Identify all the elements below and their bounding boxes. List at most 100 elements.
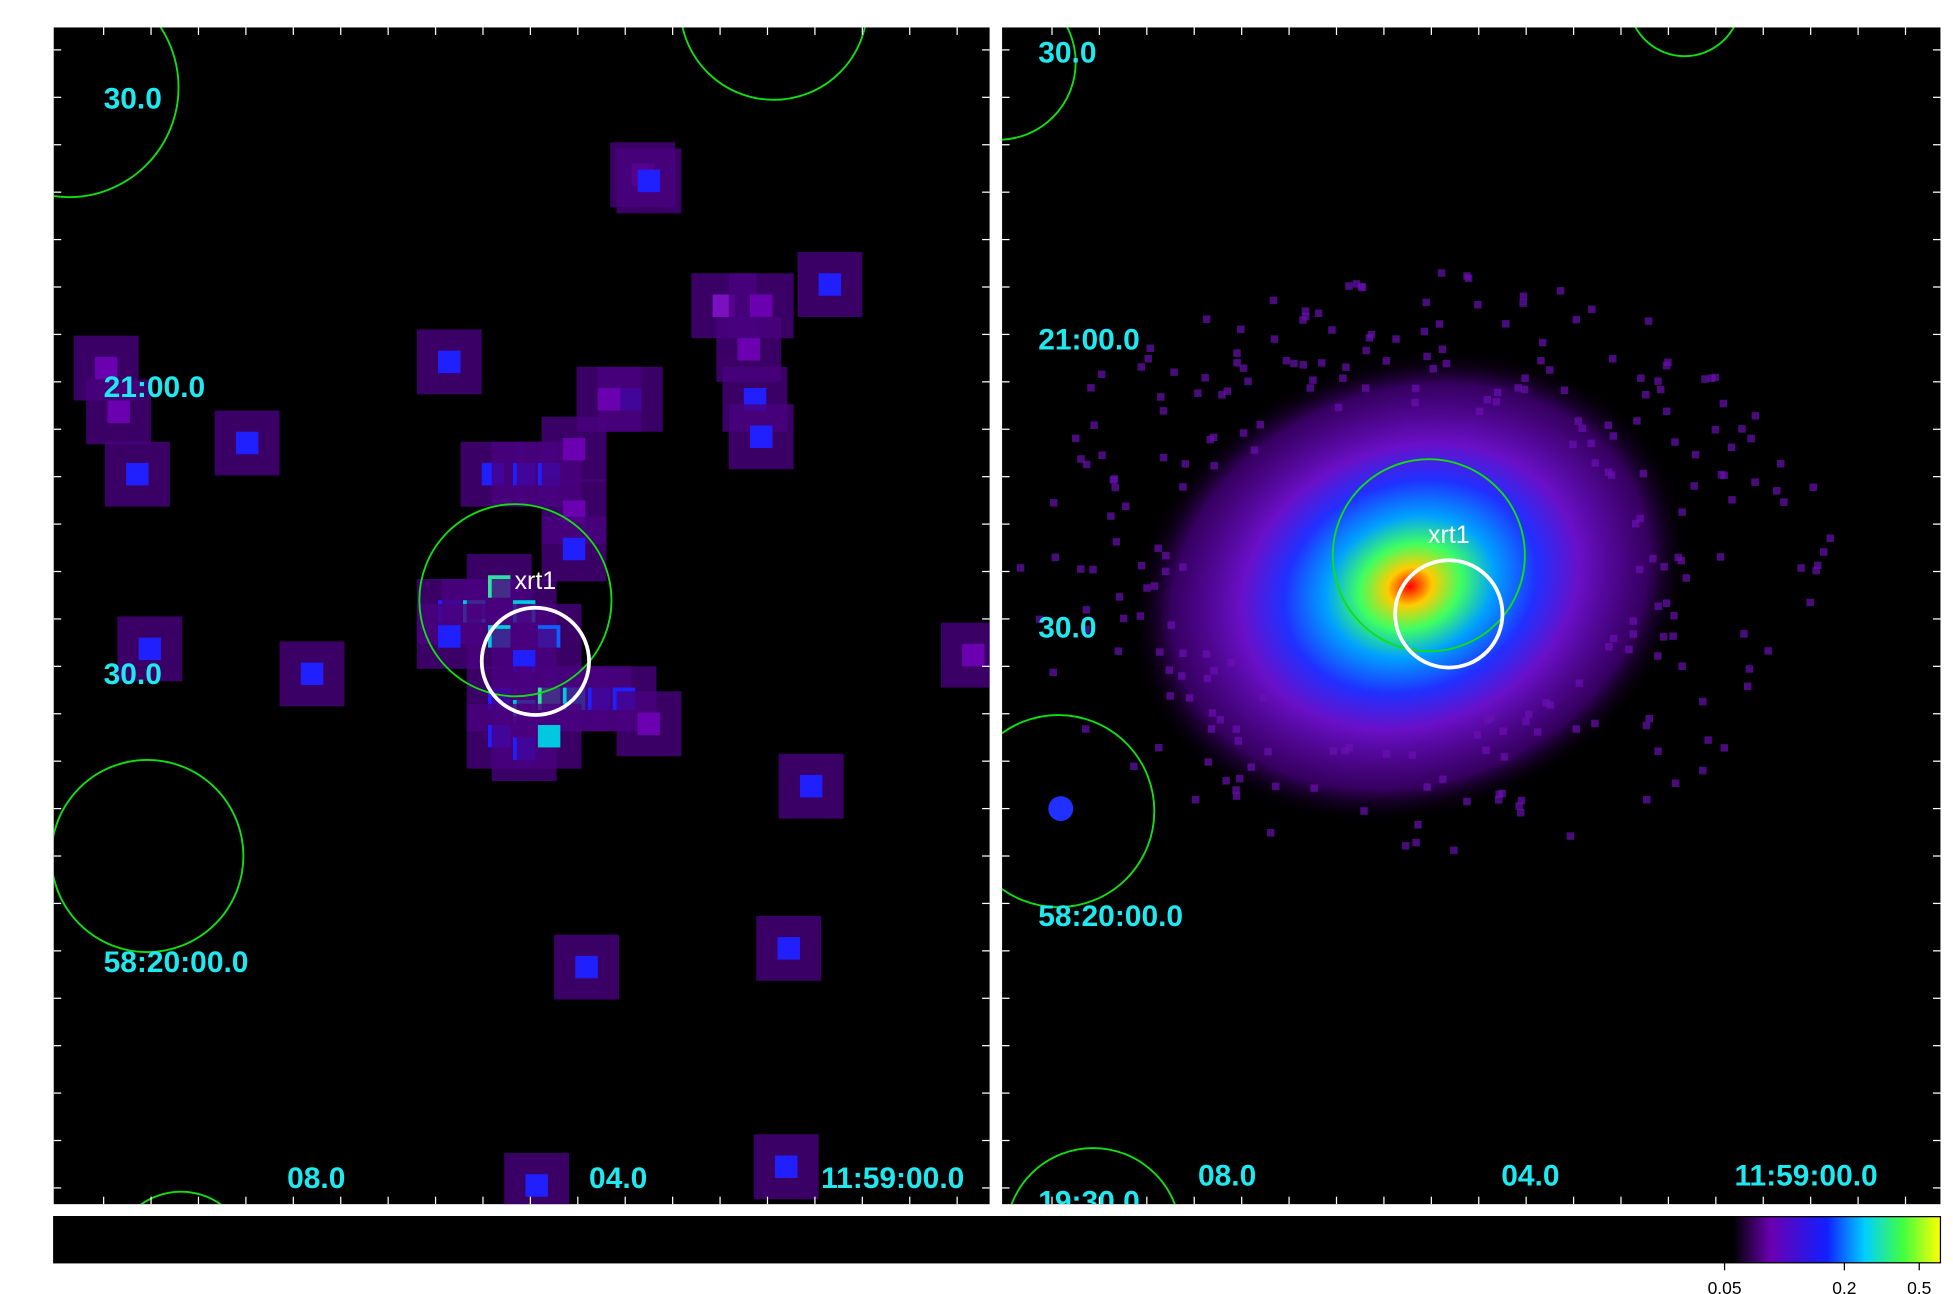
speckle [1383,357,1390,364]
speckle [1630,617,1637,624]
speckle [1474,301,1481,308]
speckle [1283,357,1290,364]
speckle [1210,667,1217,674]
speckle [1328,326,1335,333]
speckle [1561,387,1568,394]
speckle [1154,545,1161,552]
speckle [1411,399,1418,406]
speckle [1810,484,1817,491]
speckle [1402,842,1409,849]
speckle [1087,384,1094,391]
speckle [1605,421,1612,428]
speckle [1412,839,1419,846]
speckle [1797,564,1804,571]
speckle [1495,796,1502,803]
speckle [1156,648,1163,655]
speckle [1335,404,1342,411]
speckle [1143,584,1150,591]
speckle [1235,737,1242,744]
speckle [1699,767,1706,774]
speckle [1240,364,1247,371]
speckle [1674,554,1681,561]
speckle [1720,400,1727,407]
speckle [1482,747,1489,754]
speckle [1487,714,1494,721]
speckle [1728,496,1735,503]
speckle [1162,568,1169,575]
speckle [1412,385,1419,392]
pixel [775,1155,797,1177]
speckle [1654,377,1661,384]
speckle [1194,389,1201,396]
dec-label: 30.0 [1038,612,1096,645]
speckle [1112,484,1119,491]
speckle [1155,744,1162,751]
speckle [1671,438,1678,445]
ra-label: 11:59:00.0 [821,1162,964,1195]
speckle [1625,646,1632,653]
speckle [1720,472,1727,479]
speckle [1167,621,1174,628]
speckle [1072,435,1079,442]
speckle [1210,434,1217,441]
speckle [1498,790,1505,797]
speckle [1610,432,1617,439]
speckle [1605,468,1612,475]
speckle [1423,783,1430,790]
speckle [1806,599,1813,606]
pixel [236,432,258,454]
speckle [1672,779,1679,786]
speckle [1660,563,1667,570]
speckle [1654,652,1661,659]
speckle [1701,375,1708,382]
speckle [1439,775,1446,782]
speckle [1670,612,1677,619]
speckle [1539,339,1546,346]
page: {"panels":[ {"source_label":"xrt1","dec_… [0,0,1953,1294]
speckle [1514,384,1521,391]
speckle [1678,508,1685,515]
speckle [1299,361,1306,368]
dec-label: 58:20:00.0 [1038,900,1183,933]
speckle [1640,470,1647,477]
viewer: 30.021:00.030.058:20:00.008.004.011:59:0… [0,0,1953,1294]
speckle [1339,374,1346,381]
speckle [1049,669,1056,676]
speckle [1203,315,1210,322]
speckle [1244,378,1251,385]
speckle [1170,368,1177,375]
speckle [1520,292,1527,299]
pixel [638,713,660,735]
pixel [819,273,841,295]
speckle [1082,725,1089,732]
speckle [1264,748,1271,755]
dec-label: 21:00.0 [104,371,206,404]
speckle [1345,282,1352,289]
colorbar-label: 0.5 [1907,1278,1931,1294]
speckle [1649,555,1656,562]
speckle [1267,829,1274,836]
speckle [1430,365,1437,372]
speckle [1484,396,1491,403]
speckle [1353,280,1360,287]
speckle [1518,797,1525,804]
speckle [1341,747,1348,754]
speckle [1557,287,1564,294]
speckle [1777,460,1784,467]
speckle [1669,632,1676,639]
speckle [1746,665,1753,672]
speckle [1692,451,1699,458]
speckle [1107,512,1114,519]
speckle [1605,643,1612,650]
speckle [1812,567,1819,574]
speckle [1138,562,1145,569]
speckle [1232,786,1239,793]
speckle [1636,515,1643,522]
speckle [1525,711,1532,718]
speckle [1115,647,1122,654]
speckle [1392,335,1399,342]
speckle [1409,751,1416,758]
speckle [1499,727,1506,734]
speckle [1663,599,1670,606]
speckle [1630,630,1637,637]
